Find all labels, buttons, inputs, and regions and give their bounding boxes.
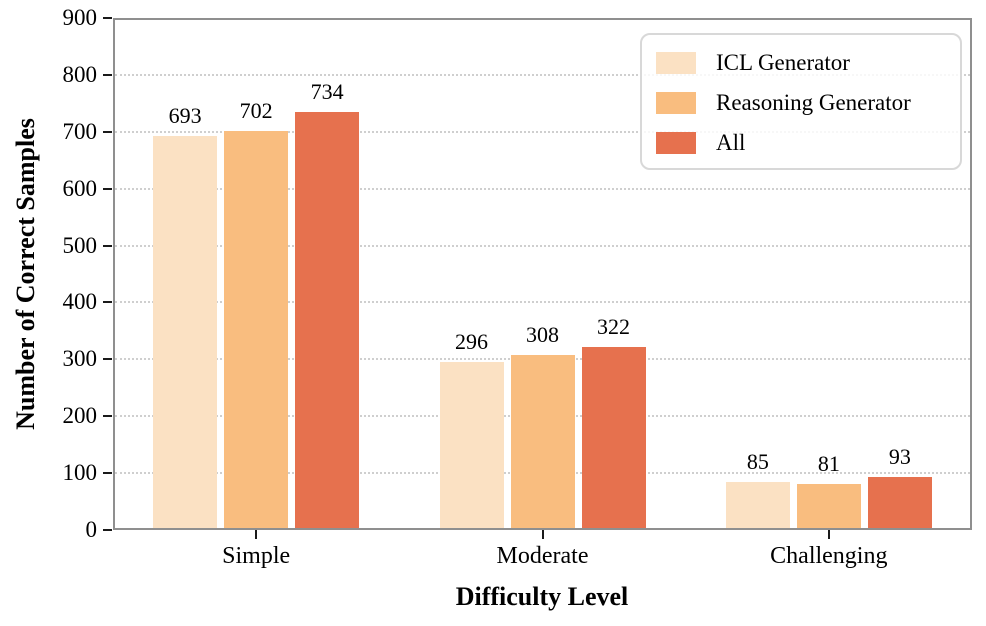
y-axis-tick-mark [103, 301, 112, 304]
legend-item: All [656, 123, 960, 163]
y-axis-tick-label: 200 [62, 403, 98, 429]
y-axis-tick-mark [103, 73, 112, 76]
bar [867, 477, 932, 530]
gridline [115, 130, 970, 133]
bar [439, 362, 504, 530]
bar [581, 347, 646, 530]
bar-value-label: 734 [310, 79, 344, 104]
bar-value-label: 85 [746, 449, 769, 474]
bar [295, 112, 360, 530]
x-axis-tick-mark [541, 530, 544, 539]
y-axis-tick-label: 0 [85, 517, 98, 542]
y-axis-tick-label: 500 [62, 232, 98, 258]
y-axis-tick-label: 700 [62, 118, 98, 144]
y-axis-title: Number of Correct Samples [11, 118, 40, 430]
legend-label: All [716, 130, 746, 155]
x-axis-category-label: Moderate [496, 543, 589, 569]
y-axis-tick-mark [103, 415, 112, 418]
gridline [115, 187, 970, 190]
legend-swatch [656, 52, 696, 74]
x-axis-tick-mark [255, 530, 258, 539]
y-axis-tick-mark [103, 17, 112, 19]
legend-label: ICL Generator [716, 50, 850, 75]
bar-value-label: 93 [888, 444, 911, 469]
x-axis-tick-mark [827, 530, 830, 539]
legend-swatch [656, 92, 696, 114]
bar [725, 482, 790, 530]
bar-value-label: 308 [526, 322, 559, 347]
y-axis-tick-mark [103, 130, 112, 133]
y-axis-tick-label: 900 [62, 5, 98, 30]
legend-swatch [656, 132, 696, 154]
y-axis-tick-mark [103, 187, 112, 190]
y-axis-tick-label: 300 [62, 346, 98, 372]
bar-value-label: 702 [239, 98, 273, 123]
gridline [115, 301, 970, 304]
bar-value-label: 296 [455, 329, 488, 354]
bar-value-label: 322 [597, 314, 630, 339]
gridline [115, 244, 970, 247]
y-axis-tick-mark [103, 358, 112, 361]
bar-value-label: 81 [817, 451, 840, 476]
x-axis-category-label: Challenging [770, 543, 888, 569]
y-axis-tick-mark [103, 244, 112, 247]
x-axis-title: Difficulty Level [455, 582, 629, 611]
legend-item: ICL Generator [656, 43, 960, 83]
bar [224, 131, 289, 530]
bar [510, 355, 575, 530]
y-axis-tick-label: 400 [62, 289, 98, 315]
legend: ICL Generator Reasoning Generator All [640, 33, 962, 170]
legend-item: Reasoning Generator [656, 83, 960, 123]
bar-value-label: 693 [168, 103, 202, 128]
x-axis-category-label: Simple [222, 543, 291, 569]
y-axis-tick-mark [103, 472, 112, 475]
y-axis-tick-label: 800 [62, 61, 98, 87]
bar [796, 484, 861, 530]
bar [153, 136, 218, 530]
legend-label: Reasoning Generator [716, 90, 911, 115]
y-axis-tick-label: 600 [62, 175, 98, 201]
y-axis-tick-mark [103, 529, 112, 531]
gridline [115, 73, 970, 76]
y-axis-tick-label: 100 [62, 460, 98, 486]
